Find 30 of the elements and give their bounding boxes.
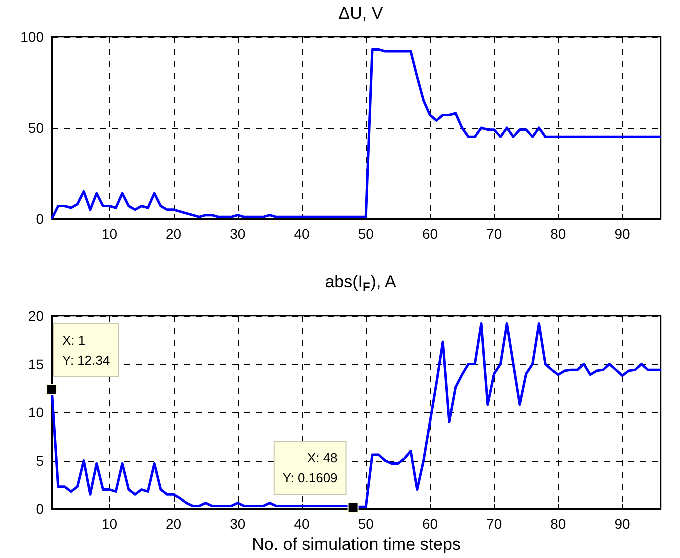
x-tick-label: 10 [102,516,118,532]
x-tick-label: 10 [102,226,118,242]
x-tick-label: 80 [550,226,566,242]
y-tick-label: 50 [28,120,44,136]
y-tick-label: 0 [36,501,44,518]
x-tick-label: 50 [358,226,374,242]
x-tick-label: 70 [486,226,502,242]
y-tick-label: 5 [36,452,44,469]
x-tick-label: 90 [614,516,631,532]
x-tick-label: 80 [550,516,566,532]
x-tick-label: 50 [358,516,374,532]
y-tick-label: 15 [28,356,44,372]
x-tick-label: 30 [230,226,246,242]
x-tick-label: 20 [166,226,182,242]
x-axis-title: No. of simulation time steps [252,535,461,554]
y-tick-label: 0 [36,211,44,227]
y-tick-label: 100 [20,29,44,45]
x-tick-label: 60 [422,516,438,532]
x-tick-label: 40 [294,516,310,532]
x-tick-label: 40 [294,226,310,242]
chart-title: ΔU, V [338,4,384,23]
x-tick-label: 70 [486,516,502,532]
x-tick-label: 30 [230,516,246,532]
x-tick-label: 90 [614,226,631,242]
x-tick-label: 60 [422,226,438,242]
y-tick-label: 20 [28,308,44,324]
x-tick-label: 20 [166,516,182,532]
annotation: X: 1 Y: 12.34 [62,332,110,368]
annotation: X: 48 Y: 0.1609 [282,450,338,486]
y-tick-label: 10 [28,404,44,421]
